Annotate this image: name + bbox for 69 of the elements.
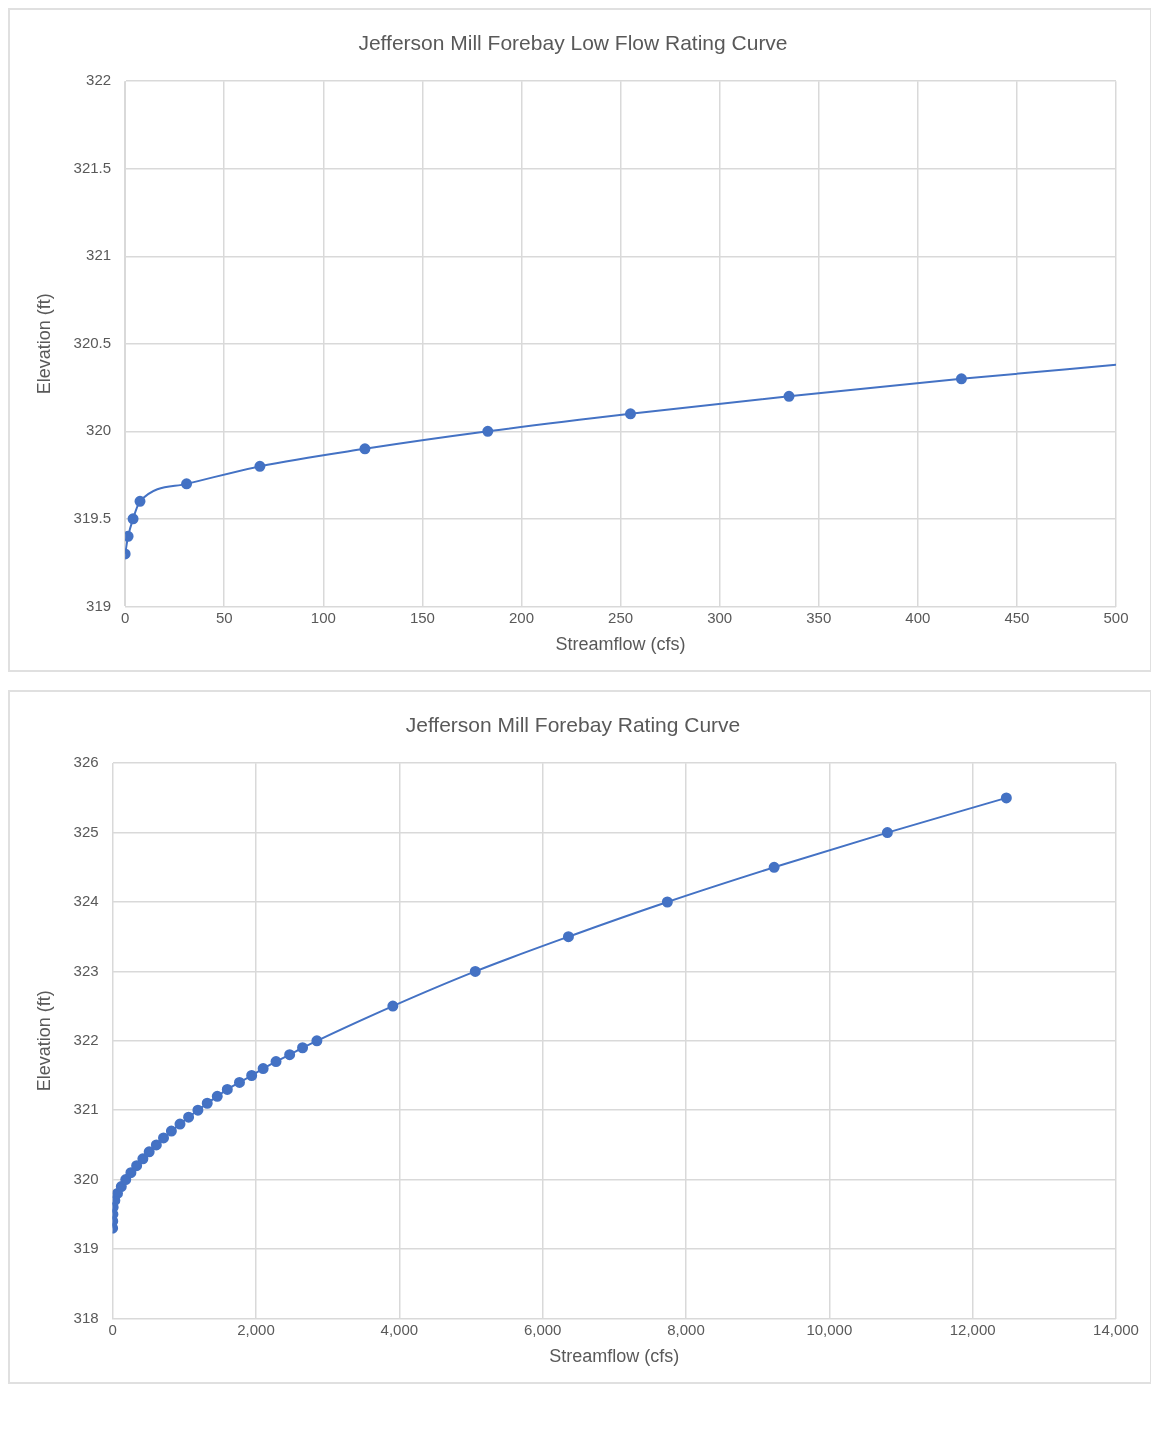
- point: [768, 861, 780, 873]
- y-tick-label: 323: [73, 961, 99, 979]
- x-tick-label: 350: [806, 608, 832, 626]
- point: [469, 965, 481, 977]
- point: [201, 1097, 213, 1109]
- x-axis-title: Streamflow (cfs): [549, 1346, 680, 1367]
- point: [174, 1118, 186, 1130]
- x-tick-label: 500: [1103, 608, 1129, 626]
- point: [270, 1056, 282, 1068]
- y-tick-label: 320: [86, 421, 112, 439]
- point: [183, 1111, 195, 1123]
- x-tick-label: 0: [108, 1320, 117, 1338]
- x-tick-label: 300: [707, 608, 733, 626]
- point: [158, 1132, 170, 1144]
- y-tick-label: 326: [73, 753, 99, 771]
- y-tick-label: 321: [73, 1100, 99, 1118]
- point: [387, 1000, 399, 1012]
- x-tick-label: 2,000: [237, 1320, 275, 1338]
- x-tick-label: 14,000: [1093, 1320, 1139, 1338]
- point: [165, 1125, 177, 1137]
- y-axis-title: Elevation (ft): [33, 293, 54, 395]
- point: [150, 1139, 162, 1151]
- point: [137, 1153, 149, 1165]
- x-tick-label: 8,000: [667, 1320, 705, 1338]
- point: [125, 1167, 137, 1179]
- point: [661, 896, 673, 908]
- y-tick-label: 324: [73, 892, 99, 910]
- x-tick-label: 150: [409, 608, 435, 626]
- point: [284, 1049, 296, 1061]
- x-tick-label: 100: [310, 608, 336, 626]
- y-tick-label: 320.5: [73, 333, 112, 351]
- y-tick-label: 318: [73, 1308, 99, 1326]
- x-tick-label: 4,000: [380, 1320, 419, 1338]
- chart-title: Jefferson Mill Forebay Low Flow Rating Curve: [358, 31, 788, 55]
- point: [233, 1076, 245, 1088]
- point: [221, 1083, 233, 1095]
- x-tick-label: 12,000: [949, 1320, 996, 1338]
- y-axis-title: Elevation (ft): [33, 990, 54, 1092]
- x-tick-label: 6,000: [523, 1320, 562, 1338]
- y-tick-label: 325: [73, 822, 99, 840]
- point: [120, 1174, 132, 1186]
- x-tick-label: 10,000: [806, 1320, 853, 1338]
- y-tick-label: 319.5: [73, 509, 112, 527]
- point: [131, 1160, 143, 1172]
- x-tick-label: 450: [1004, 608, 1030, 626]
- y-tick-label: 319: [86, 596, 112, 614]
- point: [562, 931, 574, 943]
- point: [257, 1063, 269, 1075]
- point: [311, 1035, 323, 1047]
- y-tick-label: 320: [73, 1169, 99, 1187]
- x-tick-label: 200: [508, 608, 534, 626]
- chart-title: Jefferson Mill Forebay Rating Curve: [405, 713, 741, 737]
- x-axis-title: Streamflow (cfs): [555, 634, 686, 655]
- point: [246, 1070, 258, 1081]
- y-tick-label: 319: [73, 1239, 99, 1257]
- x-tick-label: 400: [905, 608, 931, 626]
- x-tick-label: 250: [608, 608, 634, 626]
- point: [881, 827, 893, 839]
- point: [211, 1090, 223, 1102]
- point: [192, 1104, 204, 1116]
- x-tick-label: 0: [120, 608, 130, 626]
- y-tick-label: 322: [86, 71, 112, 89]
- point: [297, 1042, 309, 1054]
- y-tick-label: 321: [86, 246, 112, 264]
- point: [143, 1146, 155, 1158]
- y-tick-label: 321.5: [73, 158, 112, 176]
- point: [1000, 792, 1012, 804]
- y-tick-label: 322: [73, 1030, 99, 1048]
- x-tick-label: 50: [215, 608, 233, 626]
